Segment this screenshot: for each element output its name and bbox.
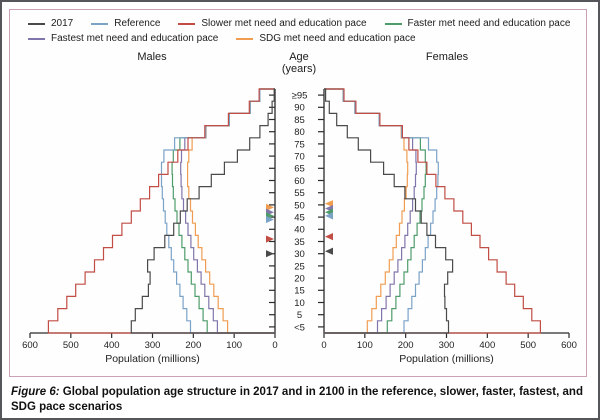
male-x-tick-label: 0 <box>272 340 277 351</box>
age-tick-label: 40 <box>294 225 305 236</box>
legend-label: Slower met need and education pace <box>201 18 367 29</box>
legend: 2017 Reference Slower met need and educa… <box>28 16 570 46</box>
male-x-axis-title: Population (millions) <box>105 353 200 365</box>
age-tick-label: 20 <box>294 274 305 285</box>
age-axis-header-line2: (years) <box>281 63 317 75</box>
mean-age-marker-males-slower <box>266 235 274 243</box>
line-swatch-faster <box>384 22 402 25</box>
male-x-tick-label: 500 <box>63 340 79 351</box>
age-tick-label: 25 <box>294 261 305 272</box>
female-x-tick-label: 100 <box>357 340 373 351</box>
male-x-tick-label: 200 <box>185 340 201 351</box>
female-x-tick-label: 0 <box>321 340 326 351</box>
age-tick-label: 80 <box>294 127 305 138</box>
line-swatch-fastest <box>28 37 45 40</box>
age-tick-label: 90 <box>294 103 305 114</box>
legend-label: Faster met need and education pace <box>407 18 571 29</box>
legend-item-2017: 2017 <box>28 16 73 31</box>
figure-caption: Figure 6: Global population age structur… <box>11 385 593 414</box>
age-tick-label: 30 <box>294 249 305 260</box>
mean-age-marker-males-2017 <box>266 250 274 258</box>
age-tick-label: 70 <box>294 152 305 163</box>
female-x-tick-label: 400 <box>479 340 495 351</box>
legend-item-reference: Reference <box>91 16 160 31</box>
age-tick-label: <5 <box>294 322 305 333</box>
mean-age-marker-females-slower <box>325 233 333 241</box>
age-tick-label: 15 <box>294 286 305 297</box>
age-axis-header: Age (years) <box>282 51 316 75</box>
age-tick-label: 65 <box>294 164 305 175</box>
mean-age-marker-males-sdg <box>266 203 274 211</box>
legend-item-sdg: SDG met need and education pace <box>236 31 416 46</box>
age-tick-label: 85 <box>294 115 305 126</box>
male-x-tick-label: 100 <box>226 340 242 351</box>
males-header: Males <box>137 51 167 63</box>
legend-row-1: 2017 Reference Slower met need and educa… <box>28 16 570 31</box>
age-axis-header-line1: Age <box>289 51 309 63</box>
legend-item-faster: Faster met need and education pace <box>384 16 571 31</box>
age-tick-label: 75 <box>294 139 305 150</box>
series-line-males-2017 <box>130 88 275 334</box>
legend-label: Reference <box>114 18 161 29</box>
age-tick-label: 45 <box>294 213 305 224</box>
female-x-tick-label: 300 <box>439 340 455 351</box>
series-line-females-2017 <box>324 88 454 334</box>
legend-row-2: Fastest met need and education pace SDG … <box>28 31 570 46</box>
series-line-males-slower <box>47 88 275 334</box>
female-x-axis-title: Population (millions) <box>399 353 494 365</box>
mean-age-marker-males-reference <box>266 215 274 224</box>
series-line-females-slower <box>324 88 541 334</box>
age-tick-label: 50 <box>294 200 305 211</box>
females-header: Females <box>425 51 469 63</box>
age-tick-label: 5 <box>297 310 302 321</box>
male-x-tick-label: 600 <box>22 340 38 351</box>
age-tick-label: 55 <box>294 188 305 199</box>
figure-panel: 2017 Reference Slower met need and educa… <box>9 9 587 377</box>
figure-caption-text: Global population age structure in 2017 … <box>11 386 583 413</box>
female-x-tick-label: 600 <box>561 340 577 351</box>
line-swatch-sdg <box>236 37 254 40</box>
male-x-tick-label: 300 <box>145 340 161 351</box>
mean-age-marker-females-reference <box>325 212 333 220</box>
male-x-tick-label: 400 <box>104 340 120 351</box>
line-swatch-slower <box>178 22 196 25</box>
legend-item-fastest: Fastest met need and education pace <box>28 31 218 46</box>
age-tick-label: 60 <box>294 176 305 187</box>
female-x-tick-label: 500 <box>520 340 536 351</box>
legend-item-slower: Slower met need and education pace <box>178 16 367 31</box>
mean-age-marker-females-sdg <box>325 200 333 208</box>
legend-label: SDG met need and education pace <box>259 33 416 44</box>
figure-caption-label: Figure 6: <box>11 386 60 398</box>
line-swatch-2017 <box>28 22 45 25</box>
age-tick-label: ≥95 <box>292 91 308 102</box>
age-tick-label: 10 <box>294 298 305 309</box>
age-tick-label: 35 <box>294 237 305 248</box>
mean-age-marker-females-2017 <box>325 247 333 255</box>
line-swatch-reference <box>91 22 109 25</box>
legend-label: 2017 <box>51 18 74 29</box>
legend-label: Fastest met need and education pace <box>51 33 219 44</box>
female-x-tick-label: 200 <box>398 340 414 351</box>
